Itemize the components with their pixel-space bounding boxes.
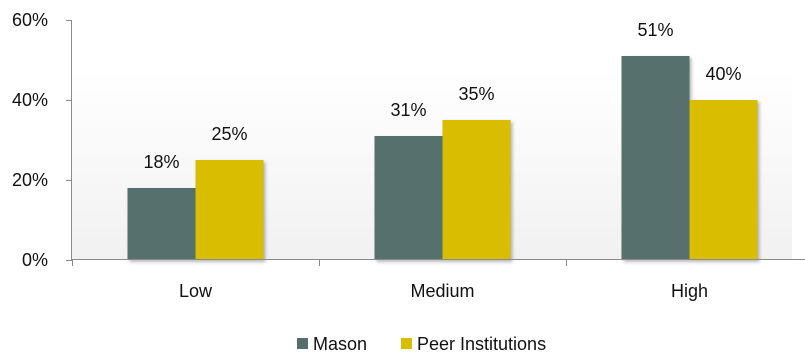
bars (127, 56, 758, 260)
x-category-label: Low (179, 281, 213, 301)
y-axis-ticks: 0% 20% 40% 60% (12, 10, 72, 270)
y-tick-label: 60% (12, 10, 48, 30)
bar-mason-low (127, 188, 196, 260)
y-tick-label: 40% (12, 90, 48, 110)
legend-swatch (297, 338, 308, 349)
y-tick-label: 20% (12, 170, 48, 190)
bar-peer-institutions-medium (442, 120, 511, 260)
data-label: 51% (637, 20, 673, 40)
legend-label: Peer Institutions (417, 334, 546, 354)
data-label: 35% (458, 84, 494, 104)
x-category-label: Medium (410, 281, 474, 301)
data-label: 18% (143, 152, 179, 172)
bar-peer-institutions-low (195, 160, 264, 260)
data-label: 25% (211, 124, 247, 144)
legend: Mason Peer Institutions (297, 334, 546, 354)
bar-peer-institutions-high (689, 100, 758, 260)
x-axis-category-labels: Low Medium High (179, 281, 708, 301)
x-axis-ticks (72, 260, 567, 266)
data-label: 40% (705, 64, 741, 84)
data-labels: 18% 25% 31% 35% 51% 40% (143, 20, 741, 172)
legend-label: Mason (313, 334, 367, 354)
data-label: 31% (390, 100, 426, 120)
bar-mason-medium (374, 136, 443, 260)
bar-mason-high (621, 56, 690, 260)
x-category-label: High (671, 281, 708, 301)
legend-swatch (401, 338, 412, 349)
y-tick-label: 0% (22, 250, 48, 270)
